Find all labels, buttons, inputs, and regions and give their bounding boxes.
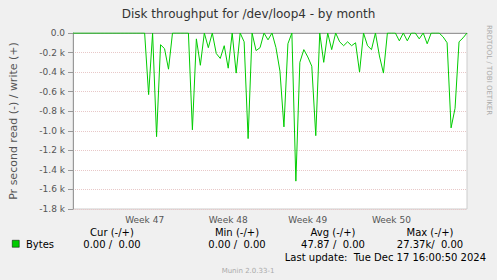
svg-text:Last update: Tue Dec 17 16:00: Last update: Tue Dec 17 16:00:50 2024 xyxy=(285,252,486,263)
svg-text:-1.0 k: -1.0 k xyxy=(39,126,65,136)
svg-text:Cur (-/+): Cur (-/+) xyxy=(90,227,134,238)
svg-text:Max (-/+): Max (-/+) xyxy=(406,227,453,238)
svg-text:27.37k/ 0.00: 27.37k/ 0.00 xyxy=(397,239,463,250)
svg-text:47.87 / 0.00: 47.87 / 0.00 xyxy=(301,239,365,250)
svg-text:Disk throughput for /dev/loop4: Disk throughput for /dev/loop4 - by mont… xyxy=(122,7,376,21)
svg-text:RRDTOOL / TOBI OETIKER: RRDTOOL / TOBI OETIKER xyxy=(485,25,493,115)
svg-text:-0.6 k: -0.6 k xyxy=(39,87,65,97)
svg-text:Avg (-/+): Avg (-/+) xyxy=(311,227,356,238)
svg-text:Bytes: Bytes xyxy=(26,239,54,250)
svg-text:Week 49: Week 49 xyxy=(288,215,327,225)
svg-text:-0.4 k: -0.4 k xyxy=(39,67,65,77)
svg-text:Min (-/+): Min (-/+) xyxy=(215,227,259,238)
svg-text:Munin 2.0.33-1: Munin 2.0.33-1 xyxy=(222,267,275,275)
svg-text:-1.8 k: -1.8 k xyxy=(39,204,65,214)
svg-text:0.0: 0.0 xyxy=(51,28,66,38)
svg-text:0.00 / 0.00: 0.00 / 0.00 xyxy=(83,239,140,250)
svg-text:Pr second read (-) / write (+): Pr second read (-) / write (+) xyxy=(7,42,20,200)
svg-text:-1.6 k: -1.6 k xyxy=(39,184,65,194)
svg-text:-1.2 k: -1.2 k xyxy=(39,145,65,155)
svg-text:Week 47: Week 47 xyxy=(125,215,164,225)
svg-text:0.00 / 0.00: 0.00 / 0.00 xyxy=(208,239,265,250)
svg-text:Week 48: Week 48 xyxy=(209,215,248,225)
svg-text:Week 50: Week 50 xyxy=(372,215,411,225)
svg-text:-0.8 k: -0.8 k xyxy=(39,106,65,116)
svg-text:-0.2 k: -0.2 k xyxy=(39,48,65,58)
svg-text:-1.4 k: -1.4 k xyxy=(39,165,65,175)
